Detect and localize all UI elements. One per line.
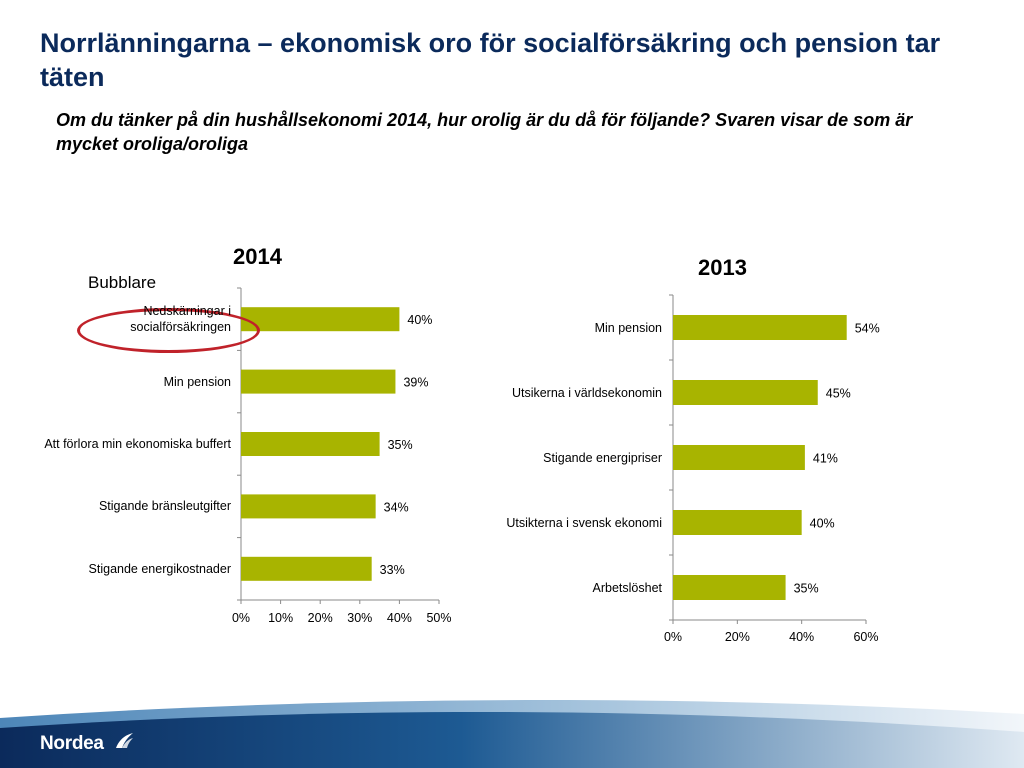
nordea-logo: Nordea <box>40 733 104 754</box>
chart-2014-title: 2014 <box>233 244 282 269</box>
x-tick-label: 60% <box>853 630 878 644</box>
data-label: 40% <box>407 313 432 327</box>
bar <box>241 556 372 581</box>
footer-band <box>0 700 1024 768</box>
category-label: Min pension <box>594 320 662 335</box>
category-label: Arbetslöshet <box>592 580 662 595</box>
highlight-ellipse <box>77 308 260 353</box>
nordea-wing-icon <box>116 733 133 748</box>
bar <box>673 315 847 340</box>
bar <box>241 432 380 456</box>
data-label: 54% <box>855 322 880 336</box>
data-label: 45% <box>826 387 851 401</box>
category-label: Stigande energipriser <box>543 450 662 465</box>
bar <box>241 369 396 394</box>
data-label: 34% <box>384 500 409 514</box>
x-tick-label: 50% <box>426 611 451 625</box>
x-tick-label: 40% <box>789 630 814 644</box>
data-label: 35% <box>388 438 413 452</box>
bar <box>241 494 376 519</box>
x-tick-label: 40% <box>387 611 412 625</box>
bar <box>673 380 818 405</box>
category-label: Utsikterna i svensk ekonomi <box>506 515 662 530</box>
category-label: Stigande bränsleutgifter <box>98 499 231 514</box>
x-tick-label: 20% <box>308 611 333 625</box>
category-label: Nedskärningar i socialförsäkringen <box>130 304 231 335</box>
x-tick-label: 20% <box>725 630 750 644</box>
category-label: Min pension <box>163 374 231 389</box>
x-tick-label: 10% <box>268 611 293 625</box>
category-label: Utsikerna i världsekonomin <box>511 385 662 400</box>
data-label: 35% <box>794 582 819 596</box>
data-label: 33% <box>380 563 405 577</box>
data-label: 39% <box>403 376 428 390</box>
slide-subtitle: Om du tänker på din hushållsekonomi 2014… <box>56 110 913 154</box>
data-label: 41% <box>813 452 838 466</box>
bar <box>241 307 400 332</box>
category-label: Stigande energikostnader <box>88 561 231 576</box>
category-label: Att förlora min ekonomiska buffert <box>44 437 231 451</box>
slide-title: Norrlänningarna – ekonomisk oro för soci… <box>40 28 941 92</box>
chart-2014-note: Bubblare <box>88 273 157 292</box>
x-tick-label: 0% <box>664 630 682 644</box>
bar <box>673 510 802 535</box>
data-label: 40% <box>810 517 835 531</box>
bar <box>673 445 805 470</box>
x-tick-label: 30% <box>347 611 372 625</box>
bar <box>673 575 786 600</box>
x-tick-label: 0% <box>232 611 250 625</box>
chart-2013-title: 2013 <box>698 255 747 280</box>
